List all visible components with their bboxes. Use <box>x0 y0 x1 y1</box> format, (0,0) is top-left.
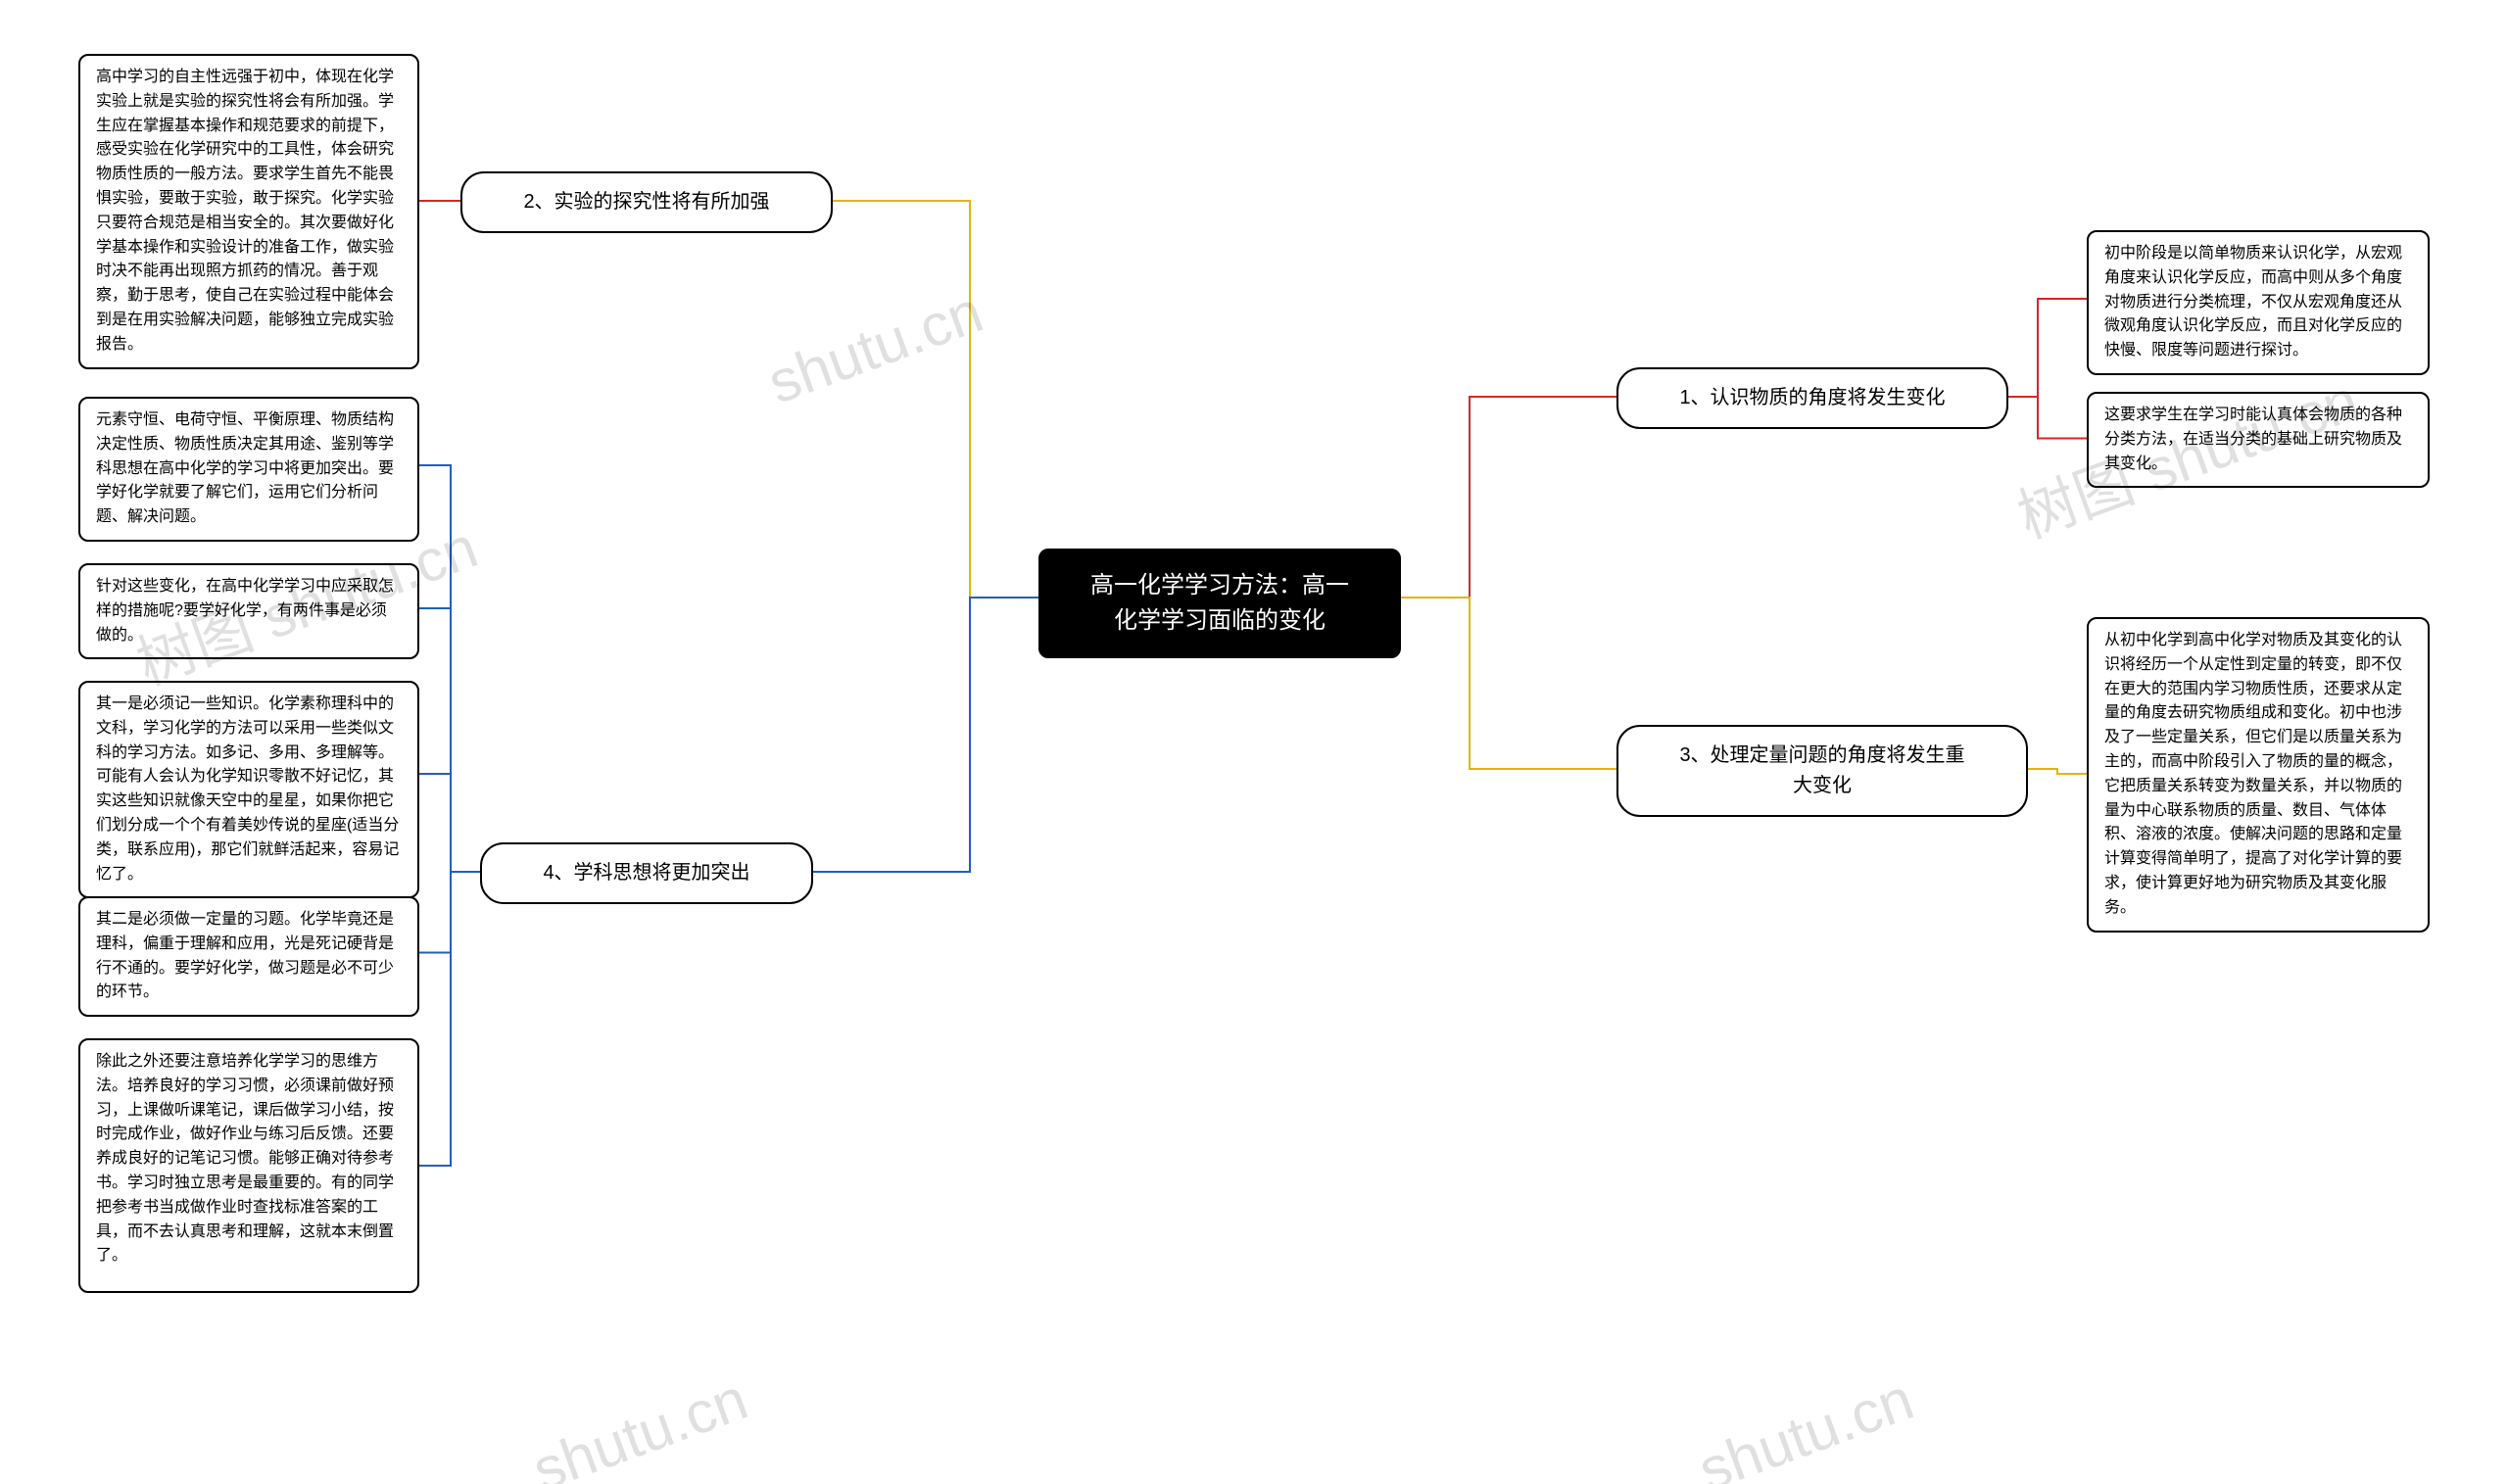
root-node: 高一化学学习方法：高一化学学习面临的变化 <box>1038 549 1401 658</box>
leaf-b1l2: 这要求学生在学习时能认真体会物质的各种分类方法，在适当分类的基础上研究物质及其变… <box>2087 392 2430 488</box>
leaf-b4l1: 元素守恒、电荷守恒、平衡原理、物质结构决定性质、物质性质决定其用途、鉴别等学科思… <box>78 397 419 542</box>
leaf-b4l3: 其一是必须记一些知识。化学素称理科中的文科，学习化学的方法可以采用一些类似文科的… <box>78 681 419 898</box>
branch-b4: 4、学科思想将更加突出 <box>480 842 813 904</box>
leaf-b1l1: 初中阶段是以简单物质来认识化学，从宏观角度来认识化学反应，而高中则从多个角度对物… <box>2087 230 2430 375</box>
branch-b1: 1、认识物质的角度将发生变化 <box>1616 367 2008 429</box>
leaf-b4l2: 针对这些变化，在高中化学学习中应采取怎样的措施呢?要学好化学，有两件事是必须做的… <box>78 563 419 659</box>
leaf-b2l1: 高中学习的自主性远强于初中，体现在化学实验上就是实验的探究性将会有所加强。学生应… <box>78 54 419 369</box>
leaf-b4l5: 除此之外还要注意培养化学学习的思维方法。培养良好的学习习惯，必须课前做好预习，上… <box>78 1038 419 1293</box>
branch-b3: 3、处理定量问题的角度将发生重大变化 <box>1616 725 2028 817</box>
watermark-0: shutu.cn <box>759 277 991 416</box>
leaf-b4l4: 其二是必须做一定量的习题。化学毕竟还是理科，偏重于理解和应用，光是死记硬背是行不… <box>78 896 419 1017</box>
branch-b2: 2、实验的探究性将有所加强 <box>460 171 833 233</box>
leaf-b3l1: 从初中化学到高中化学对物质及其变化的认识将经历一个从定性到定量的转变，即不仅在更… <box>2087 617 2430 933</box>
watermark-3: shutu.cn <box>524 1364 756 1484</box>
watermark-4: shutu.cn <box>1690 1364 1922 1484</box>
